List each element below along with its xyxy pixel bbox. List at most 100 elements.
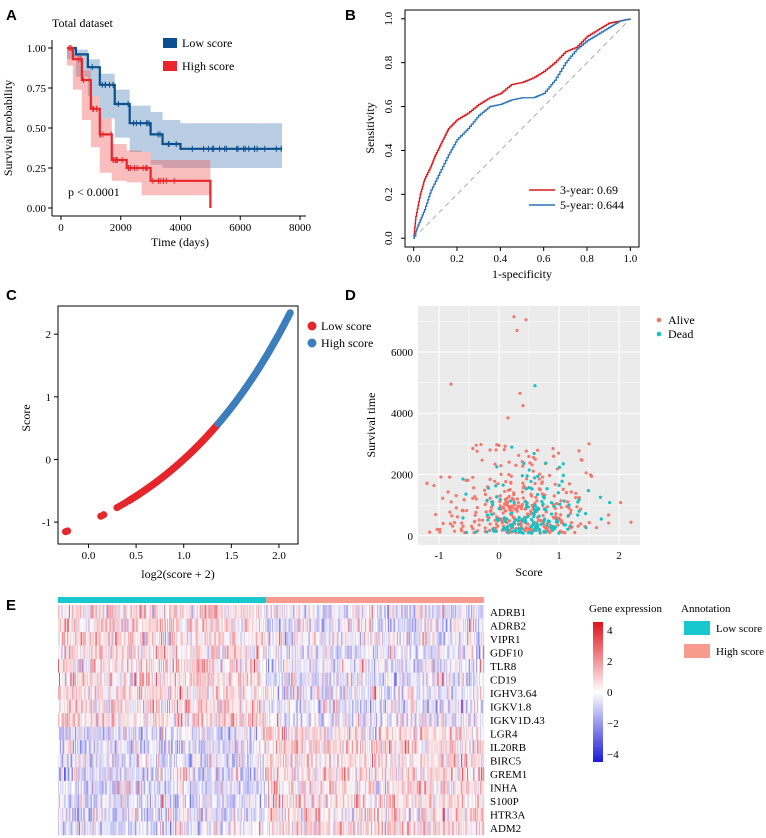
heatmap-cell [163,686,165,700]
heatmap-cell [408,632,410,646]
heatmap-cell [247,618,249,633]
heatmap-cell [425,632,427,646]
heatmap-cell [140,672,142,687]
heatmap-cell [224,632,226,646]
heatmap-cell [90,672,92,687]
heatmap-cell [473,686,475,700]
dead-point [533,384,537,388]
heatmap-cell [133,618,135,633]
heatmap-cell [372,605,374,619]
heatmap-cell [331,686,333,700]
heatmap-cell [391,672,394,687]
heatmap-cell [242,605,244,619]
heatmap-cell [476,699,478,714]
heatmap-cell [350,605,352,619]
heatmap-cell [459,672,461,687]
dead-point [538,531,542,535]
x-tick: 2.0 [272,550,286,562]
heatmap-cell [282,713,285,728]
heatmap-cell [373,605,375,619]
heatmap-cell [370,618,372,633]
heatmap-cell [72,672,75,687]
heatmap-cell [403,659,405,673]
heatmap-cell [235,699,237,714]
heatmap-cell [321,632,323,646]
alive-point [512,491,516,495]
heatmap-cell [197,605,199,619]
heatmap-cell [384,605,387,619]
heatmap-cell [451,699,453,714]
heatmap-cell [313,672,315,687]
alive-point [506,416,510,420]
heatmap-cell [475,672,477,687]
heatmap-cell [220,659,222,673]
alive-point [448,510,452,514]
alive-point [556,451,561,455]
heatmap-cell [174,713,177,728]
heatmap-cell [151,618,153,633]
heatmap-cell [453,605,455,619]
heatmap-cell [87,632,89,646]
heatmap-cell [457,632,459,646]
heatmap-cell [351,699,353,714]
heatmap-cell [219,618,221,633]
heatmap-cell [431,699,433,714]
heatmap-cell [338,672,340,687]
heatmap-cell [216,659,218,673]
heatmap-cell [103,632,105,646]
dead-point [524,516,528,520]
heatmap-cell [263,618,265,633]
heatmap-cell [473,645,475,660]
heatmap-cell [319,632,321,646]
heatmap-cell [465,618,467,633]
heatmap-cell [141,632,143,646]
heatmap-cell [172,605,175,619]
heatmap-cell [400,659,403,673]
heatmap-cell [225,672,227,687]
heatmap-cell [426,699,428,714]
heatmap-cell [298,632,300,646]
heatmap-cell [416,713,418,728]
heatmap-cell [138,618,140,633]
heatmap-cell [87,618,89,633]
heatmap-cell [318,672,320,687]
heatmap-cell [232,605,234,619]
heatmap-cell [306,686,308,700]
heatmap-cell [336,699,338,714]
alive-point [553,482,557,486]
heatmap-cell [249,605,251,619]
heatmap-cell [312,659,314,673]
heatmap-cell [137,659,139,673]
heatmap-cell [266,632,268,646]
heatmap-cell [454,618,456,633]
heatmap-cell [417,632,419,646]
heatmap-cell [239,686,241,700]
heatmap-cell [243,618,245,633]
heatmap-cell [452,659,454,673]
heatmap-cell [247,659,249,673]
heatmap-cell [392,645,395,660]
heatmap-cell [79,645,82,660]
heatmap-cell [142,632,144,646]
heatmap-cell [307,645,309,660]
heatmap-cell [393,713,396,728]
heatmap-cell [377,605,380,619]
heatmap-cell [68,713,71,728]
heatmap-cell [213,686,215,700]
panel-a-title: Total dataset [52,16,113,30]
heatmap-cell [267,645,269,660]
heatmap-cell [91,605,93,619]
heatmap-cell [379,672,382,687]
heatmap-cell [135,672,137,687]
heatmap-cell [73,726,76,741]
heatmap-cell [355,699,357,714]
heatmap-cell [387,713,390,728]
heatmap-cell [440,645,442,660]
heatmap-cell [80,686,83,700]
heatmap-cell [405,686,407,700]
heatmap-cell [337,618,339,633]
heatmap-cell [431,713,433,728]
heatmap-cell [225,659,227,673]
heatmap-cell [235,618,237,633]
heatmap-cell [360,699,362,714]
